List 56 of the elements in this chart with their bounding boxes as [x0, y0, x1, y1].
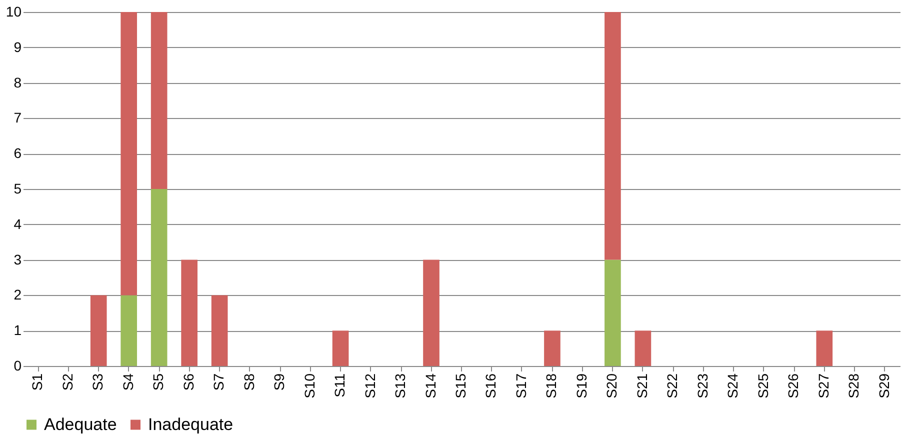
x-tick-label: S21	[634, 373, 650, 398]
y-tick-label: 6	[14, 145, 22, 162]
bar	[544, 330, 560, 366]
x-tick-label: S5	[150, 373, 166, 391]
bar	[816, 330, 833, 366]
x-tick-label: S23	[694, 373, 710, 398]
legend-label: Adequate	[44, 414, 117, 434]
y-tick-label: 3	[14, 251, 22, 268]
y-tick-label: 10	[6, 4, 22, 20]
x-tick-label: S12	[362, 373, 378, 398]
bar	[90, 295, 107, 366]
x-tick-label: S24	[724, 373, 741, 398]
y-tick-label: 8	[14, 74, 22, 90]
legend-label: Inadequate	[148, 414, 234, 434]
x-tick-label: S1	[29, 373, 46, 391]
bar	[120, 12, 138, 296]
y-tick-label: 4	[14, 216, 22, 232]
bar	[120, 295, 138, 366]
x-tick-label: S18	[543, 373, 560, 398]
bar	[423, 260, 440, 366]
x-tick-label: S27	[815, 373, 832, 398]
x-tick-label: S4	[120, 373, 136, 391]
y-tick-label: 0	[14, 358, 22, 374]
x-tick-label: S17	[512, 373, 529, 398]
x-tick-label: S22	[664, 373, 680, 398]
x-tick-label: S9	[271, 373, 288, 391]
x-tick-label: S6	[180, 373, 196, 391]
x-tick-label: S20	[604, 373, 620, 398]
bar	[150, 189, 168, 366]
x-tick-label: S10	[301, 373, 318, 398]
bar	[181, 260, 198, 366]
x-tick-label: S14	[422, 373, 438, 398]
x-tick-label: S7	[210, 373, 227, 391]
x-tick-label: S29	[876, 373, 892, 398]
bar	[211, 295, 228, 366]
x-tick-label: S28	[846, 373, 862, 398]
x-tick-label: S19	[573, 373, 590, 398]
x-tick-label: S13	[392, 373, 408, 398]
x-tick-label: S16	[482, 373, 499, 398]
x-tick-label: S8	[240, 373, 257, 391]
bar	[604, 260, 621, 366]
bar	[604, 12, 621, 260]
bar	[150, 12, 168, 189]
x-tick-label: S11	[332, 373, 348, 398]
x-tick-label: S2	[59, 373, 76, 391]
y-tick-label: 5	[14, 180, 22, 196]
bar	[332, 330, 349, 366]
x-tick-label: S25	[754, 373, 771, 398]
bar	[634, 330, 652, 366]
y-tick-label: 1	[14, 322, 22, 338]
y-tick-label: 7	[14, 110, 22, 126]
y-tick-label: 2	[14, 286, 22, 303]
x-tick-label: S3	[90, 373, 106, 391]
x-tick-label: S26	[785, 373, 802, 398]
x-tick-label: S15	[452, 373, 468, 398]
y-tick-label: 9	[14, 38, 22, 55]
